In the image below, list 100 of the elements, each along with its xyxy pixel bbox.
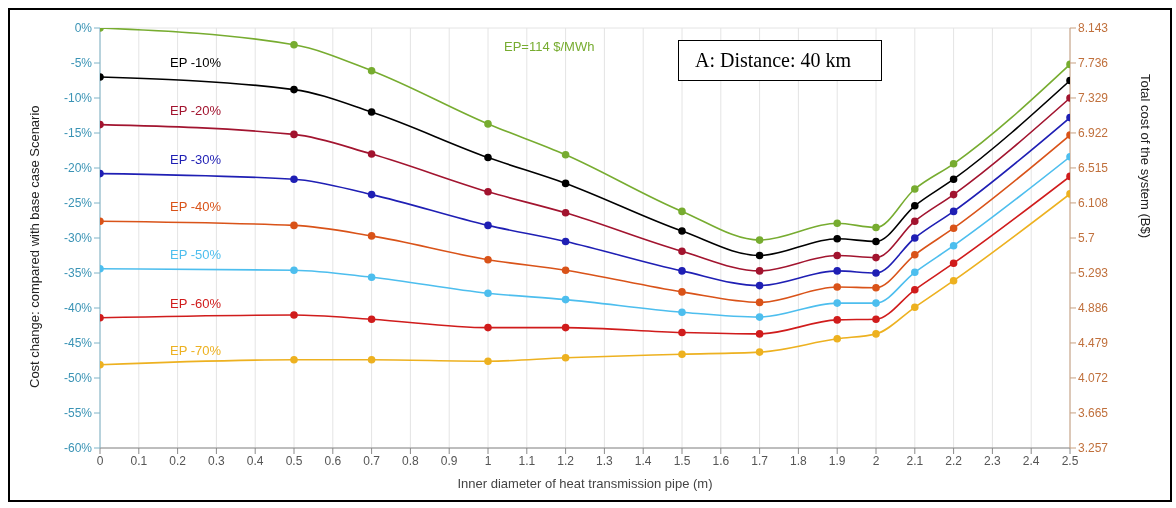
y-tick-label: -35% — [63, 266, 93, 281]
point — [949, 259, 958, 267]
y-tick-label: -40% — [63, 301, 93, 316]
point — [678, 247, 686, 256]
point — [484, 255, 492, 264]
point — [367, 150, 376, 158]
point — [949, 276, 958, 285]
text: EP=114 $/MWh — [504, 38, 595, 54]
point — [290, 41, 298, 49]
point — [833, 283, 841, 291]
point — [833, 234, 841, 243]
y2-tick-label: 3.665 — [1078, 406, 1109, 421]
x-tick-label: 1.5 — [673, 453, 691, 468]
y2-tick-label: 8.143 — [1078, 21, 1109, 36]
series-label: EP -20% — [170, 102, 222, 118]
x-tick-label: 2.1 — [906, 453, 924, 468]
point — [872, 253, 880, 262]
point — [367, 356, 376, 364]
point — [872, 237, 880, 246]
x-tick-label: 1.3 — [596, 453, 614, 468]
point — [911, 303, 919, 312]
x-tick-label: 2.5 — [1061, 453, 1079, 468]
y-tick-label: -10% — [63, 91, 93, 106]
x-axis-title: Inner diameter of heat transmission pipe (m) — [457, 476, 713, 491]
y-tick-label: -5% — [70, 56, 93, 71]
point — [561, 237, 570, 246]
x-tick-label: 0 — [96, 453, 104, 468]
x-tick-label: 0.9 — [440, 453, 458, 468]
point — [911, 217, 919, 225]
point — [755, 348, 764, 356]
y2-tick-label: 7.736 — [1078, 56, 1109, 71]
point — [484, 357, 492, 365]
point — [290, 175, 298, 183]
y-tick-label: -55% — [63, 406, 93, 421]
point — [290, 221, 298, 230]
point — [872, 330, 880, 338]
x-tick-label: 2.4 — [1022, 453, 1040, 468]
point — [755, 267, 764, 275]
point — [484, 289, 492, 298]
point — [484, 153, 492, 162]
point — [833, 299, 841, 307]
point — [833, 219, 841, 228]
point — [833, 316, 841, 324]
x-tick-label: 2.2 — [945, 453, 963, 468]
point — [290, 356, 298, 364]
point — [949, 241, 958, 250]
point — [290, 85, 298, 94]
point — [367, 190, 376, 199]
y2-tick-label: 4.072 — [1078, 371, 1109, 386]
point — [872, 283, 880, 292]
y2-tick-label: 5.7 — [1078, 231, 1096, 246]
point — [367, 108, 376, 116]
point — [949, 190, 958, 199]
x-tick-label: 1 — [484, 453, 492, 468]
point — [484, 323, 492, 332]
point — [833, 335, 841, 343]
x-tick-label: 0.3 — [208, 453, 226, 468]
x-tick-label: 1.9 — [828, 453, 846, 468]
x-tick-label: 2 — [872, 453, 880, 468]
y2-axis-title: Total cost of the system (B$) — [1138, 73, 1154, 238]
x-tick-label: 0.8 — [402, 453, 420, 468]
point — [561, 266, 570, 274]
point — [872, 315, 880, 323]
point — [678, 288, 686, 296]
y-tick-label: -60% — [63, 441, 93, 456]
point — [872, 299, 880, 307]
x-tick-label: 1.2 — [557, 453, 575, 468]
point — [678, 227, 686, 235]
point — [367, 66, 376, 75]
point — [678, 350, 686, 358]
y2-tick-label: 6.922 — [1078, 126, 1109, 141]
point — [911, 251, 919, 259]
x-tick-label: 1.6 — [712, 453, 730, 468]
point — [755, 298, 764, 307]
x-tick-label: 0.1 — [130, 453, 148, 468]
series-label: EP -70% — [170, 342, 222, 358]
y2-tick-label: 6.515 — [1078, 161, 1109, 176]
point — [367, 273, 376, 281]
point — [290, 266, 298, 274]
point — [678, 207, 686, 216]
series-label: EP -30% — [170, 151, 222, 167]
series-label: EP -40% — [170, 199, 222, 215]
point — [561, 323, 570, 332]
point — [872, 269, 880, 277]
y-tick-label: -15% — [63, 126, 93, 141]
point — [911, 202, 919, 210]
point — [911, 268, 919, 277]
point — [367, 315, 376, 323]
y-tick-label: -45% — [63, 336, 93, 351]
series-label: EP -10% — [170, 55, 222, 70]
point — [290, 130, 298, 139]
point — [678, 267, 686, 275]
y2-tick-label: 7.329 — [1078, 91, 1109, 106]
y2-tick-label: 4.886 — [1078, 301, 1109, 316]
y-tick-label: -25% — [63, 196, 93, 211]
y2-tick-label: 3.257 — [1078, 441, 1109, 456]
point — [911, 234, 919, 242]
x-tick-label: 0.4 — [246, 453, 264, 468]
point — [561, 150, 570, 159]
x-tick-label: 1.1 — [518, 453, 536, 468]
